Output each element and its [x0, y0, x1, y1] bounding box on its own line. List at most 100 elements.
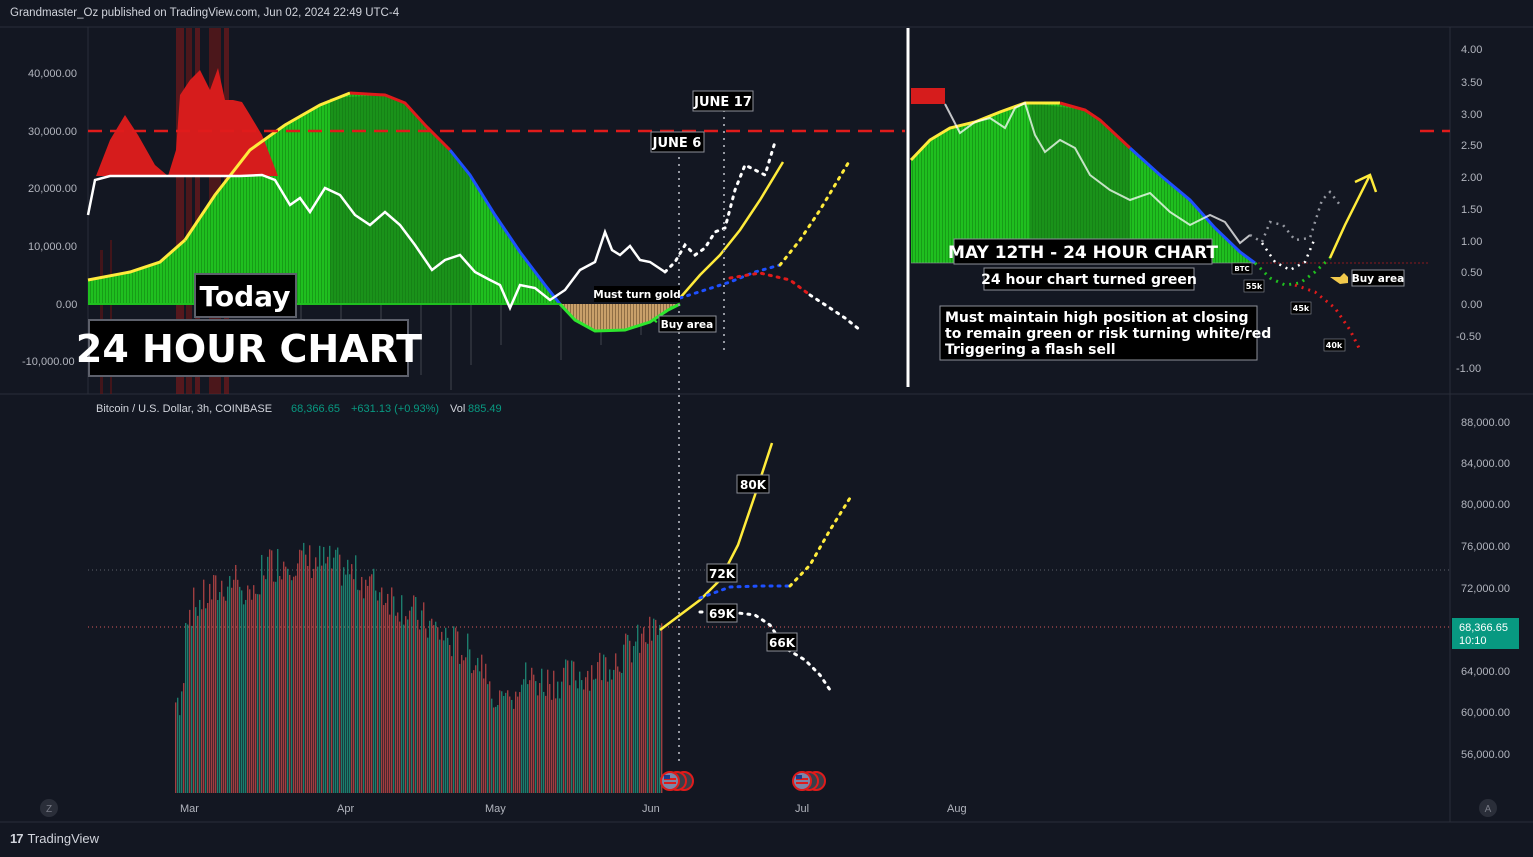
price-bar	[301, 550, 303, 793]
price-bar	[401, 595, 403, 793]
svg-text:Triggering a flash sell: Triggering a flash sell	[945, 342, 1116, 358]
price-bar	[381, 587, 383, 793]
price-bar	[367, 585, 369, 793]
panel-borders	[0, 26, 1533, 823]
price-bar	[435, 621, 437, 793]
svg-text:40k: 40k	[1326, 341, 1343, 350]
tr-tick-7: 0.50	[1461, 267, 1482, 279]
price-bar	[333, 557, 335, 793]
price-bar	[385, 602, 387, 793]
tr-tick-8: 0.00	[1461, 299, 1482, 311]
price-bar	[409, 610, 411, 793]
72k-label: 72K	[706, 563, 738, 583]
price-bar	[441, 631, 443, 793]
price-bar	[309, 545, 311, 793]
price-bar	[253, 585, 255, 793]
price-bar	[637, 624, 639, 793]
price-bar	[319, 545, 321, 793]
b-tick-4: 72,000.00	[1461, 583, 1510, 595]
price-bar	[263, 575, 265, 793]
price-bar	[391, 587, 393, 793]
tradingview-logo[interactable]: 17 TradingView	[10, 831, 99, 846]
price-bar	[529, 680, 531, 793]
price-bar	[241, 590, 243, 793]
price-bar	[459, 663, 461, 793]
price-bar	[503, 695, 505, 793]
price-bar	[525, 662, 527, 793]
price-bar	[531, 667, 533, 793]
may12-label: MAY 12TH - 24 HOUR CHART	[948, 238, 1218, 265]
price-bar	[231, 587, 233, 793]
price-bar	[307, 565, 309, 793]
top-right-indicator	[909, 88, 1450, 351]
40k-label: 40k	[1323, 338, 1346, 352]
svg-text:+631.13 (+0.93%): +631.13 (+0.93%)	[351, 403, 439, 415]
white-line	[86, 173, 666, 312]
price-bar	[615, 653, 617, 793]
price-bar	[487, 684, 489, 793]
svg-text:69K: 69K	[709, 607, 736, 621]
price-bar	[463, 660, 465, 793]
price-bar	[361, 576, 363, 793]
price-bar	[183, 683, 185, 793]
price-bar	[267, 556, 269, 793]
buy-area-right-label: Buy area	[1351, 269, 1405, 287]
price-bar	[265, 579, 267, 793]
price-bar	[355, 555, 357, 793]
price-bar	[427, 637, 429, 793]
tradingview-logo-icon: 17	[10, 831, 24, 846]
price-bar	[591, 665, 593, 793]
svg-text:A: A	[1485, 804, 1492, 815]
price-bar	[549, 684, 551, 793]
price-bar	[353, 579, 355, 793]
b-tick-0: 88,000.00	[1461, 417, 1510, 429]
svg-text:Today: Today	[200, 280, 291, 313]
price-bar	[631, 662, 633, 793]
price-bar	[595, 678, 597, 793]
tr-tick-10: -1.00	[1456, 363, 1481, 375]
price-bar	[227, 586, 229, 793]
price-bar	[563, 667, 565, 793]
price-bar	[565, 659, 567, 793]
price-bar	[431, 618, 433, 793]
us-flag-event-icon-2[interactable]	[792, 771, 826, 791]
b-tick-6: 64,000.00	[1461, 666, 1510, 678]
zoom-left-button[interactable]: Z	[40, 799, 58, 817]
price-bar	[453, 626, 455, 793]
top-left-y-axis: 40,000.00 30,000.00 20,000.00 10,000.00 …	[22, 68, 77, 368]
price-bar	[393, 596, 395, 793]
price-bar	[293, 576, 295, 793]
june17-label: JUNE 17	[692, 90, 754, 112]
price-bar	[347, 559, 349, 793]
price-bar	[325, 563, 327, 793]
price-bar	[461, 654, 463, 793]
price-bar	[547, 669, 549, 793]
price-bar	[339, 554, 341, 793]
price-bar	[389, 614, 391, 793]
publisher-line: Grandmaster_Oz published on TradingView.…	[10, 7, 400, 19]
price-bar	[199, 599, 201, 793]
price-bar	[329, 545, 331, 793]
auto-scale-button[interactable]: A	[1479, 799, 1497, 817]
price-bar	[221, 580, 223, 793]
us-flag-event-icon[interactable]	[660, 771, 694, 791]
price-bar	[449, 645, 451, 793]
price-bar	[233, 579, 235, 793]
price-bar	[545, 695, 547, 793]
price-bar	[499, 690, 501, 793]
price-bar	[345, 574, 347, 793]
price-bar	[627, 634, 629, 793]
price-bar	[275, 581, 277, 793]
red-peak-area	[96, 68, 278, 176]
price-bar	[303, 542, 305, 793]
x-tick-mar: Mar	[180, 803, 199, 815]
price-bar	[185, 622, 187, 793]
x-tick-aug: Aug	[947, 803, 967, 815]
svg-text:24 HOUR CHART: 24 HOUR CHART	[76, 327, 422, 371]
series-header: Bitcoin / U.S. Dollar, 3h, COINBASE 68,3…	[96, 403, 502, 415]
svg-text:Must turn gold: Must turn gold	[593, 289, 681, 301]
price-bar	[535, 681, 537, 793]
price-bar	[405, 616, 407, 793]
price-bar	[567, 660, 569, 793]
price-bar	[483, 678, 485, 793]
